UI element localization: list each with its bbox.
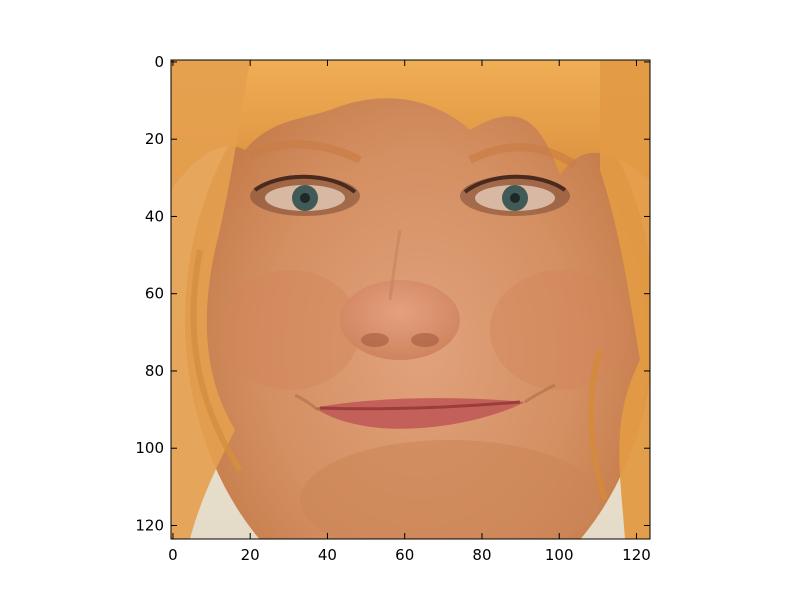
x-tick-label: 120 [622, 546, 651, 564]
x-tick-label: 80 [472, 546, 491, 564]
y-tick-label: 100 [135, 439, 164, 457]
y-tick-label: 120 [135, 516, 164, 534]
hair-left-strand-detail [190, 249, 243, 472]
axes-frame [170, 59, 651, 540]
x-tick-label: 0 [168, 546, 178, 564]
hair-right-strand-detail [587, 349, 608, 501]
x-tick-label: 100 [545, 546, 574, 564]
nose [340, 229, 460, 360]
face-image [171, 60, 650, 539]
right-cheek [490, 270, 630, 390]
y-tick-label: 20 [145, 130, 164, 148]
hair-right-strands [600, 60, 650, 539]
x-axis: 0 20 40 60 80 100 120 [168, 60, 651, 564]
y-tick-label: 40 [145, 207, 164, 225]
left-eyebrow [248, 140, 362, 164]
left-cheek [220, 270, 360, 390]
y-tick-label: 80 [145, 362, 164, 380]
left-eye [250, 174, 360, 216]
y-tick-label: 0 [154, 53, 164, 71]
x-tick-label: 40 [318, 546, 337, 564]
hair-fringe [171, 60, 650, 190]
right-eye [460, 174, 570, 216]
chin [300, 440, 600, 539]
y-axis: 0 20 40 60 80 100 120 [135, 53, 650, 534]
x-tick-label: 60 [395, 546, 414, 564]
x-tick-label: 20 [241, 546, 260, 564]
y-tick-label: 60 [145, 285, 164, 303]
right-eyebrow [468, 143, 578, 169]
hair-left-strands [171, 60, 250, 539]
mouth [294, 383, 556, 429]
